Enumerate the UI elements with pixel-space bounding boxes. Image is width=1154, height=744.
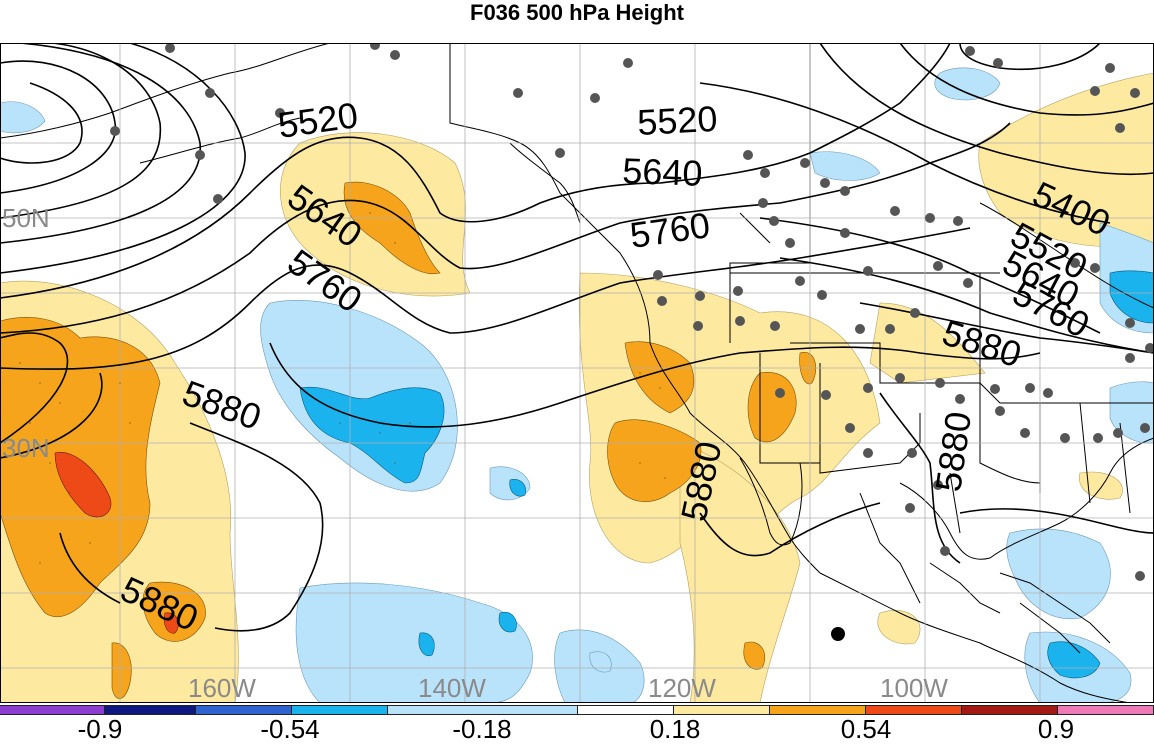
colorbar-swatch <box>674 705 770 715</box>
colorbar-swatch <box>866 705 962 715</box>
lon-label-120w: 120W <box>648 673 716 703</box>
lon-label-160w: 160W <box>188 673 256 703</box>
coastlines <box>0 43 1154 703</box>
colorbar-swatch <box>388 705 578 715</box>
station-dots <box>110 43 1154 581</box>
colorbar-label: -0.18 <box>452 714 512 744</box>
contour-label: 5640 <box>622 150 703 194</box>
contour-label: 5880 <box>927 409 979 494</box>
height-anomaly-map: 50N 30N 160W 140W 120W 100W 5520 5640 57… <box>0 43 1154 703</box>
colorbar-label: -0.9 <box>77 714 123 744</box>
colorbar-swatch <box>578 705 674 715</box>
lon-label-100w: 100W <box>880 673 948 703</box>
colorbar-swatch <box>962 705 1058 715</box>
colorbar-label: 0.54 <box>840 714 892 744</box>
colorbar-label: 0.18 <box>649 714 701 744</box>
stippling <box>19 212 666 564</box>
height-contours <box>0 43 1154 632</box>
contour-label: 5760 <box>627 204 712 256</box>
lon-label-140w: 140W <box>418 673 486 703</box>
map-title: F036 500 hPa Height <box>470 0 684 25</box>
colorbar-swatch <box>0 705 105 715</box>
colorbar-label: -0.54 <box>260 714 320 744</box>
lat-label-50n: 50N <box>2 203 50 233</box>
map-canvas: 50N 30N 160W 140W 120W 100W 5520 5640 57… <box>0 43 1154 703</box>
lat-label-30n: 30N <box>2 433 50 463</box>
contour-label: 5520 <box>636 98 718 143</box>
colorbar-label: 0.9 <box>1037 714 1075 744</box>
positive-anomaly-strong <box>54 452 179 634</box>
colorbar-swatch <box>292 705 388 715</box>
colorbar: -0.9 -0.54 -0.18 0.18 0.54 0.9 <box>0 705 1154 744</box>
colorbar-swatch <box>105 705 196 715</box>
colorbar-swatch <box>770 705 866 715</box>
colorbar-swatch <box>196 705 292 715</box>
location-marker <box>831 627 845 641</box>
